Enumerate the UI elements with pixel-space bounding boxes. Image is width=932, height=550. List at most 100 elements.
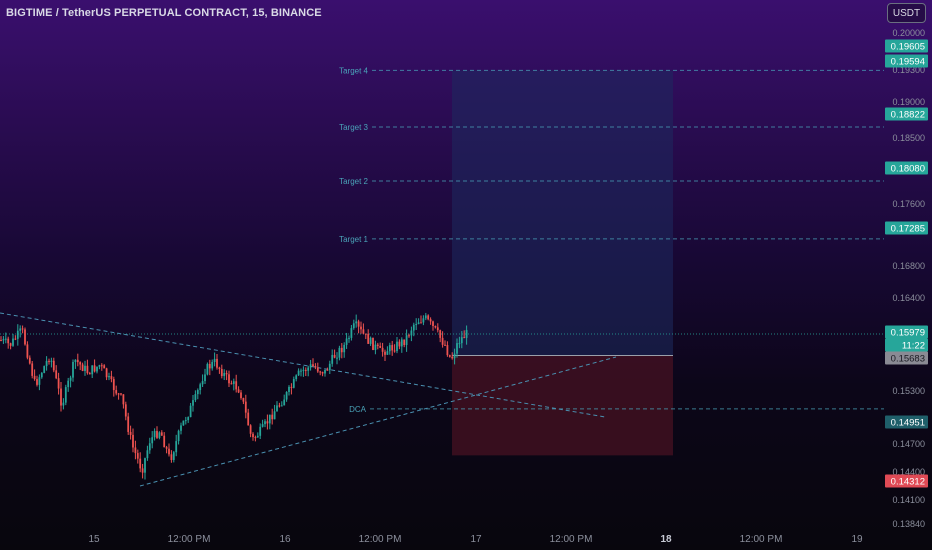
candle-body	[410, 330, 413, 336]
currency-button[interactable]: USDT	[887, 3, 926, 23]
candle-body	[84, 365, 86, 371]
candle-body	[304, 369, 307, 371]
candle	[192, 395, 194, 412]
candle-body	[194, 394, 197, 401]
price-badge-bg	[885, 338, 928, 352]
candle-body	[43, 366, 46, 373]
price-tick-label: 0.14700	[892, 439, 925, 449]
candle	[436, 323, 439, 333]
candle-body	[465, 329, 468, 338]
price-badge-bg	[885, 325, 928, 339]
candle	[91, 365, 94, 379]
candle	[160, 430, 163, 436]
candle-body	[96, 366, 98, 372]
candle	[151, 431, 154, 449]
candle-body	[76, 359, 79, 363]
candle-body	[48, 360, 50, 362]
candle-body	[69, 377, 72, 381]
candle	[7, 336, 10, 349]
price-badge-label: 0.15683	[891, 354, 925, 365]
level-label: DCA	[349, 405, 367, 414]
candle	[444, 340, 446, 347]
candle	[67, 377, 70, 392]
candle-body	[400, 339, 403, 347]
candle-body	[187, 417, 190, 421]
candle-body	[372, 337, 374, 350]
candle	[276, 401, 278, 412]
candle-body	[244, 401, 247, 413]
candle	[362, 323, 365, 335]
price-badge-label: 0.15979	[891, 328, 925, 339]
candle-body	[172, 452, 175, 460]
candle	[86, 359, 89, 375]
price-badge-target: 0.17285	[885, 221, 928, 235]
candle	[292, 376, 295, 389]
candle	[324, 369, 326, 377]
candle-body	[2, 339, 5, 341]
candle-body	[280, 405, 283, 407]
candle	[242, 397, 245, 405]
candle-body	[105, 368, 108, 378]
candle	[340, 343, 343, 359]
candle	[187, 416, 190, 423]
candle	[415, 318, 418, 331]
candles	[0, 312, 468, 480]
candle-body	[9, 343, 12, 346]
candle	[379, 342, 382, 349]
price-badge-label: 0.19594	[891, 57, 925, 68]
candle-body	[285, 391, 288, 400]
candle-body	[333, 354, 336, 358]
candle-body	[326, 369, 329, 371]
candle	[93, 359, 96, 373]
price-badge-label: 0.18822	[891, 110, 925, 121]
candle-body	[120, 393, 122, 395]
price-badge-target: 0.18822	[885, 107, 928, 121]
time-tick-label: 18	[660, 534, 672, 545]
candle-body	[103, 365, 106, 369]
candle-body	[64, 387, 67, 403]
price-badge-label: 11:22	[902, 341, 925, 352]
candle	[175, 434, 178, 457]
candle-body	[424, 315, 427, 319]
candle-body	[216, 358, 218, 368]
candle	[398, 339, 401, 350]
price-tick-label: 0.15300	[892, 386, 925, 396]
time-axis: 15 12:00 PM 16 12:00 PM 17 12:00 PM 18 12:00 PM…	[88, 534, 863, 545]
candle-body	[420, 322, 422, 324]
candle	[348, 335, 350, 343]
candle-body	[110, 376, 113, 380]
candle	[228, 370, 230, 387]
candle-body	[151, 437, 154, 444]
time-tick-label: 17	[470, 534, 482, 545]
candle	[196, 388, 199, 400]
candle-body	[463, 337, 466, 339]
candle	[372, 337, 374, 351]
candle	[220, 364, 223, 379]
candle	[146, 445, 149, 461]
candle-body	[266, 421, 269, 424]
candle-body	[7, 338, 10, 344]
candle	[204, 368, 206, 384]
candle-body	[398, 341, 401, 347]
price-badge-label: 0.17285	[891, 224, 925, 235]
symbol-title: BIGTIME / TetherUS PERPETUAL CONTRACT, 1…	[6, 7, 322, 19]
candle	[424, 312, 427, 321]
candle	[211, 359, 214, 371]
candle-body	[24, 329, 26, 345]
candle	[441, 331, 444, 348]
candle	[434, 325, 437, 329]
trendlines	[0, 312, 617, 487]
candle	[19, 325, 22, 338]
candle	[223, 369, 226, 381]
price-badge-target: 0.18080	[885, 161, 928, 175]
candle	[393, 344, 396, 353]
candle	[57, 372, 60, 395]
candle-body	[268, 414, 271, 424]
level-label: Target 4	[339, 66, 368, 75]
candle	[189, 402, 192, 418]
candle	[297, 368, 300, 376]
candle-body	[446, 345, 449, 356]
candle-body	[139, 458, 142, 469]
candle-body	[379, 345, 382, 348]
